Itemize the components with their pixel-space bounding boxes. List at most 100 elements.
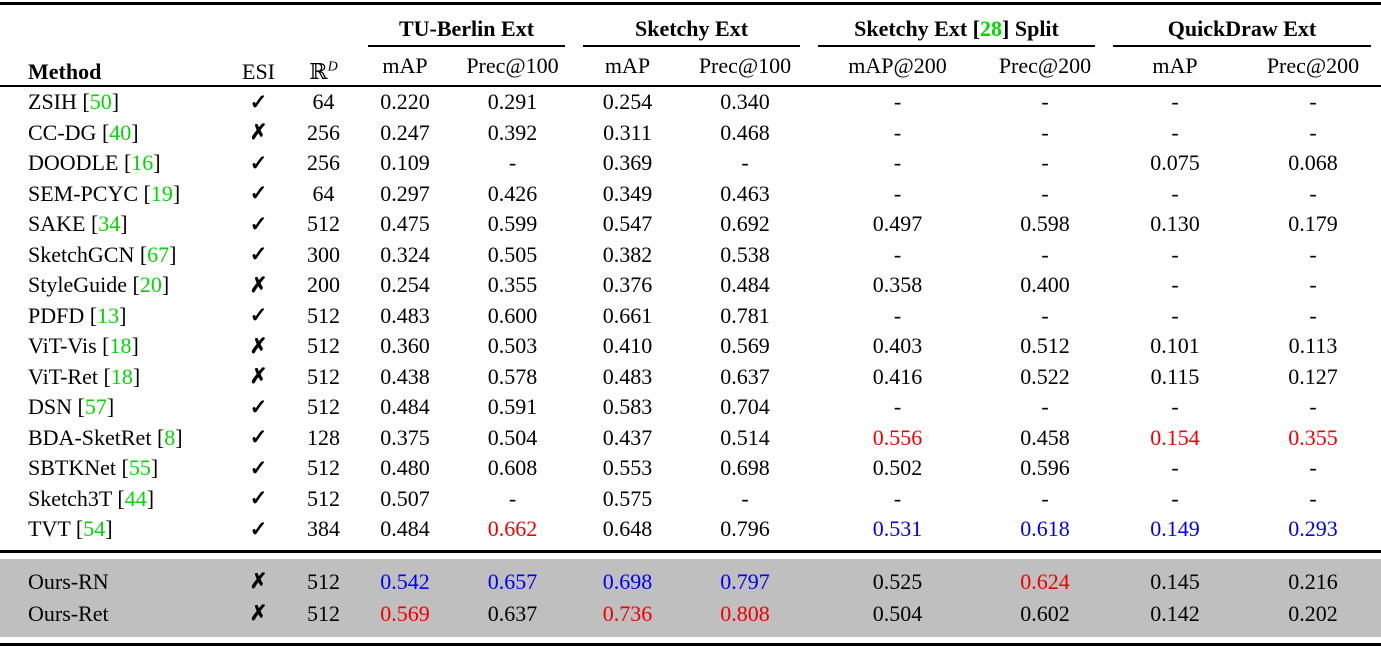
- value-cell: -: [893, 485, 902, 511]
- value-cell: 0.369: [602, 150, 653, 176]
- value-cell: 0.698: [602, 568, 653, 594]
- dimension-cell: 512: [307, 485, 340, 511]
- table-row: SAKE [34] ✓ 512 0.475 0.599 0.547 0.692 0.497 0.…: [0, 209, 1381, 240]
- citation-ref[interactable]: 8: [164, 424, 176, 450]
- subcol-tu-map: mAP: [360, 47, 450, 87]
- value-cell: 0.154: [1150, 424, 1200, 450]
- value-cell: -: [1309, 455, 1317, 481]
- value-cell: 0.596: [1020, 455, 1070, 481]
- cross-icon: ✗: [249, 272, 268, 297]
- value-cell: 0.657: [487, 568, 538, 594]
- check-icon: ✓: [249, 181, 268, 206]
- check-icon: ✓: [249, 150, 268, 175]
- value-cell: -: [1171, 302, 1179, 328]
- check-icon: ✓: [249, 516, 268, 541]
- citation-ref[interactable]: 13: [97, 302, 120, 328]
- value-cell: 0.514: [720, 424, 770, 450]
- value-cell: 0.291: [487, 89, 538, 115]
- value-cell: 0.569: [380, 600, 430, 626]
- citation-ref[interactable]: 44: [124, 485, 147, 511]
- value-cell: 0.403: [872, 333, 923, 359]
- value-cell: -: [1309, 241, 1317, 267]
- citation-ref[interactable]: 40: [109, 119, 132, 145]
- table-row: SketchGCN [67] ✓ 300 0.324 0.505 0.382 0.538 - -…: [0, 240, 1381, 271]
- citation-ref[interactable]: 55: [128, 455, 151, 481]
- group-title-text: Sketchy Ext [: [854, 16, 981, 41]
- dimension-cell: 128: [307, 424, 340, 450]
- value-cell: 0.247: [380, 119, 430, 145]
- value-cell: -: [1041, 485, 1049, 511]
- method-name: SBTKNet: [28, 455, 116, 481]
- value-cell: 0.293: [1288, 516, 1338, 542]
- value-cell: -: [1309, 485, 1317, 511]
- value-cell: 0.149: [1150, 516, 1200, 542]
- value-cell: 0.340: [720, 89, 770, 115]
- value-cell: 0.648: [602, 516, 653, 542]
- citation-ref[interactable]: 50: [89, 89, 112, 115]
- value-cell: 0.531: [872, 516, 923, 542]
- method-cell: DOODLE [16]: [28, 150, 161, 176]
- value-cell: 0.591: [487, 394, 538, 420]
- value-cell: 0.349: [602, 180, 653, 206]
- group-title-text: TU-Berlin Ext: [398, 16, 535, 41]
- value-cell: 0.382: [602, 241, 653, 267]
- dim-symbol: ℝ: [309, 59, 328, 84]
- value-cell: -: [1309, 89, 1317, 115]
- citation-ref[interactable]: 19: [150, 180, 173, 206]
- dimension-cell: 384: [307, 516, 340, 542]
- value-cell: -: [1171, 485, 1179, 511]
- value-cell: 0.375: [380, 424, 430, 450]
- method-name: ViT-Vis: [28, 333, 97, 359]
- value-cell: 0.796: [720, 516, 770, 542]
- sub-header-row: mAP Prec@100 mAP Prec@100 mAP@200 Prec@2…: [0, 47, 1381, 87]
- citation-ref[interactable]: 16: [131, 150, 154, 176]
- col-header-dimension: ℝD: [287, 3, 360, 87]
- citation-ref[interactable]: 54: [83, 516, 106, 542]
- value-cell: 0.797: [720, 568, 770, 594]
- value-cell: 0.179: [1288, 211, 1338, 237]
- method-cell: Sketch3T [44]: [28, 485, 155, 511]
- value-cell: 0.503: [487, 333, 538, 359]
- citation-ref[interactable]: 57: [84, 394, 107, 420]
- table-row: TVT [54] ✓ 384 0.484 0.662 0.648 0.796 0.531 0.6…: [0, 514, 1381, 545]
- value-cell: 0.578: [487, 363, 538, 389]
- subcol-sk-map: mAP: [575, 47, 680, 87]
- method-name: Ours-RN: [28, 568, 109, 594]
- citation-ref[interactable]: 67: [147, 241, 170, 267]
- value-cell: -: [1171, 89, 1179, 115]
- highlighted-rows-body: Ours-RN ✗ 512 0.542 0.657 0.698 0.797 0.525 0.62…: [0, 558, 1381, 637]
- method-cell: ZSIH [50]: [28, 89, 120, 115]
- col-header-esi: ESI: [230, 3, 287, 87]
- value-cell: 0.483: [602, 363, 653, 389]
- table-row: ViT-Vis [18] ✗ 512 0.360 0.503 0.410 0.569 0.40…: [0, 331, 1381, 362]
- method-name: SketchGCN: [28, 241, 135, 267]
- citation-ref[interactable]: 18: [110, 363, 133, 389]
- citation-ref[interactable]: 34: [98, 211, 121, 237]
- value-cell: 0.130: [1150, 211, 1200, 237]
- method-cell: CC-DG [40]: [28, 119, 139, 145]
- value-cell: 0.736: [602, 600, 653, 626]
- value-cell: 0.426: [487, 180, 538, 206]
- method-cell: ViT-Vis [18]: [28, 333, 139, 359]
- subcol-split-map200: mAP@200: [810, 47, 985, 87]
- value-cell: -: [893, 302, 902, 328]
- citation-ref[interactable]: 28: [980, 16, 1003, 41]
- value-cell: -: [1309, 302, 1317, 328]
- citation-ref[interactable]: 20: [139, 272, 162, 298]
- dimension-cell: 64: [312, 180, 335, 206]
- value-cell: 0.624: [1020, 568, 1070, 594]
- dimension-cell: 300: [307, 241, 340, 267]
- value-cell: -: [1041, 119, 1049, 145]
- subcol-qd-map: mAP: [1105, 47, 1245, 87]
- table-midrule: [0, 549, 1381, 553]
- method-name: StyleGuide: [28, 272, 127, 298]
- value-cell: 0.254: [602, 89, 653, 115]
- value-cell: -: [1171, 455, 1179, 481]
- col-header-method: Method: [0, 3, 230, 87]
- value-cell: -: [1041, 394, 1049, 420]
- citation-ref[interactable]: 18: [109, 333, 132, 359]
- value-cell: -: [1041, 302, 1049, 328]
- value-cell: 0.637: [720, 363, 770, 389]
- check-icon: ✓: [249, 425, 268, 450]
- value-cell: 0.480: [380, 455, 430, 481]
